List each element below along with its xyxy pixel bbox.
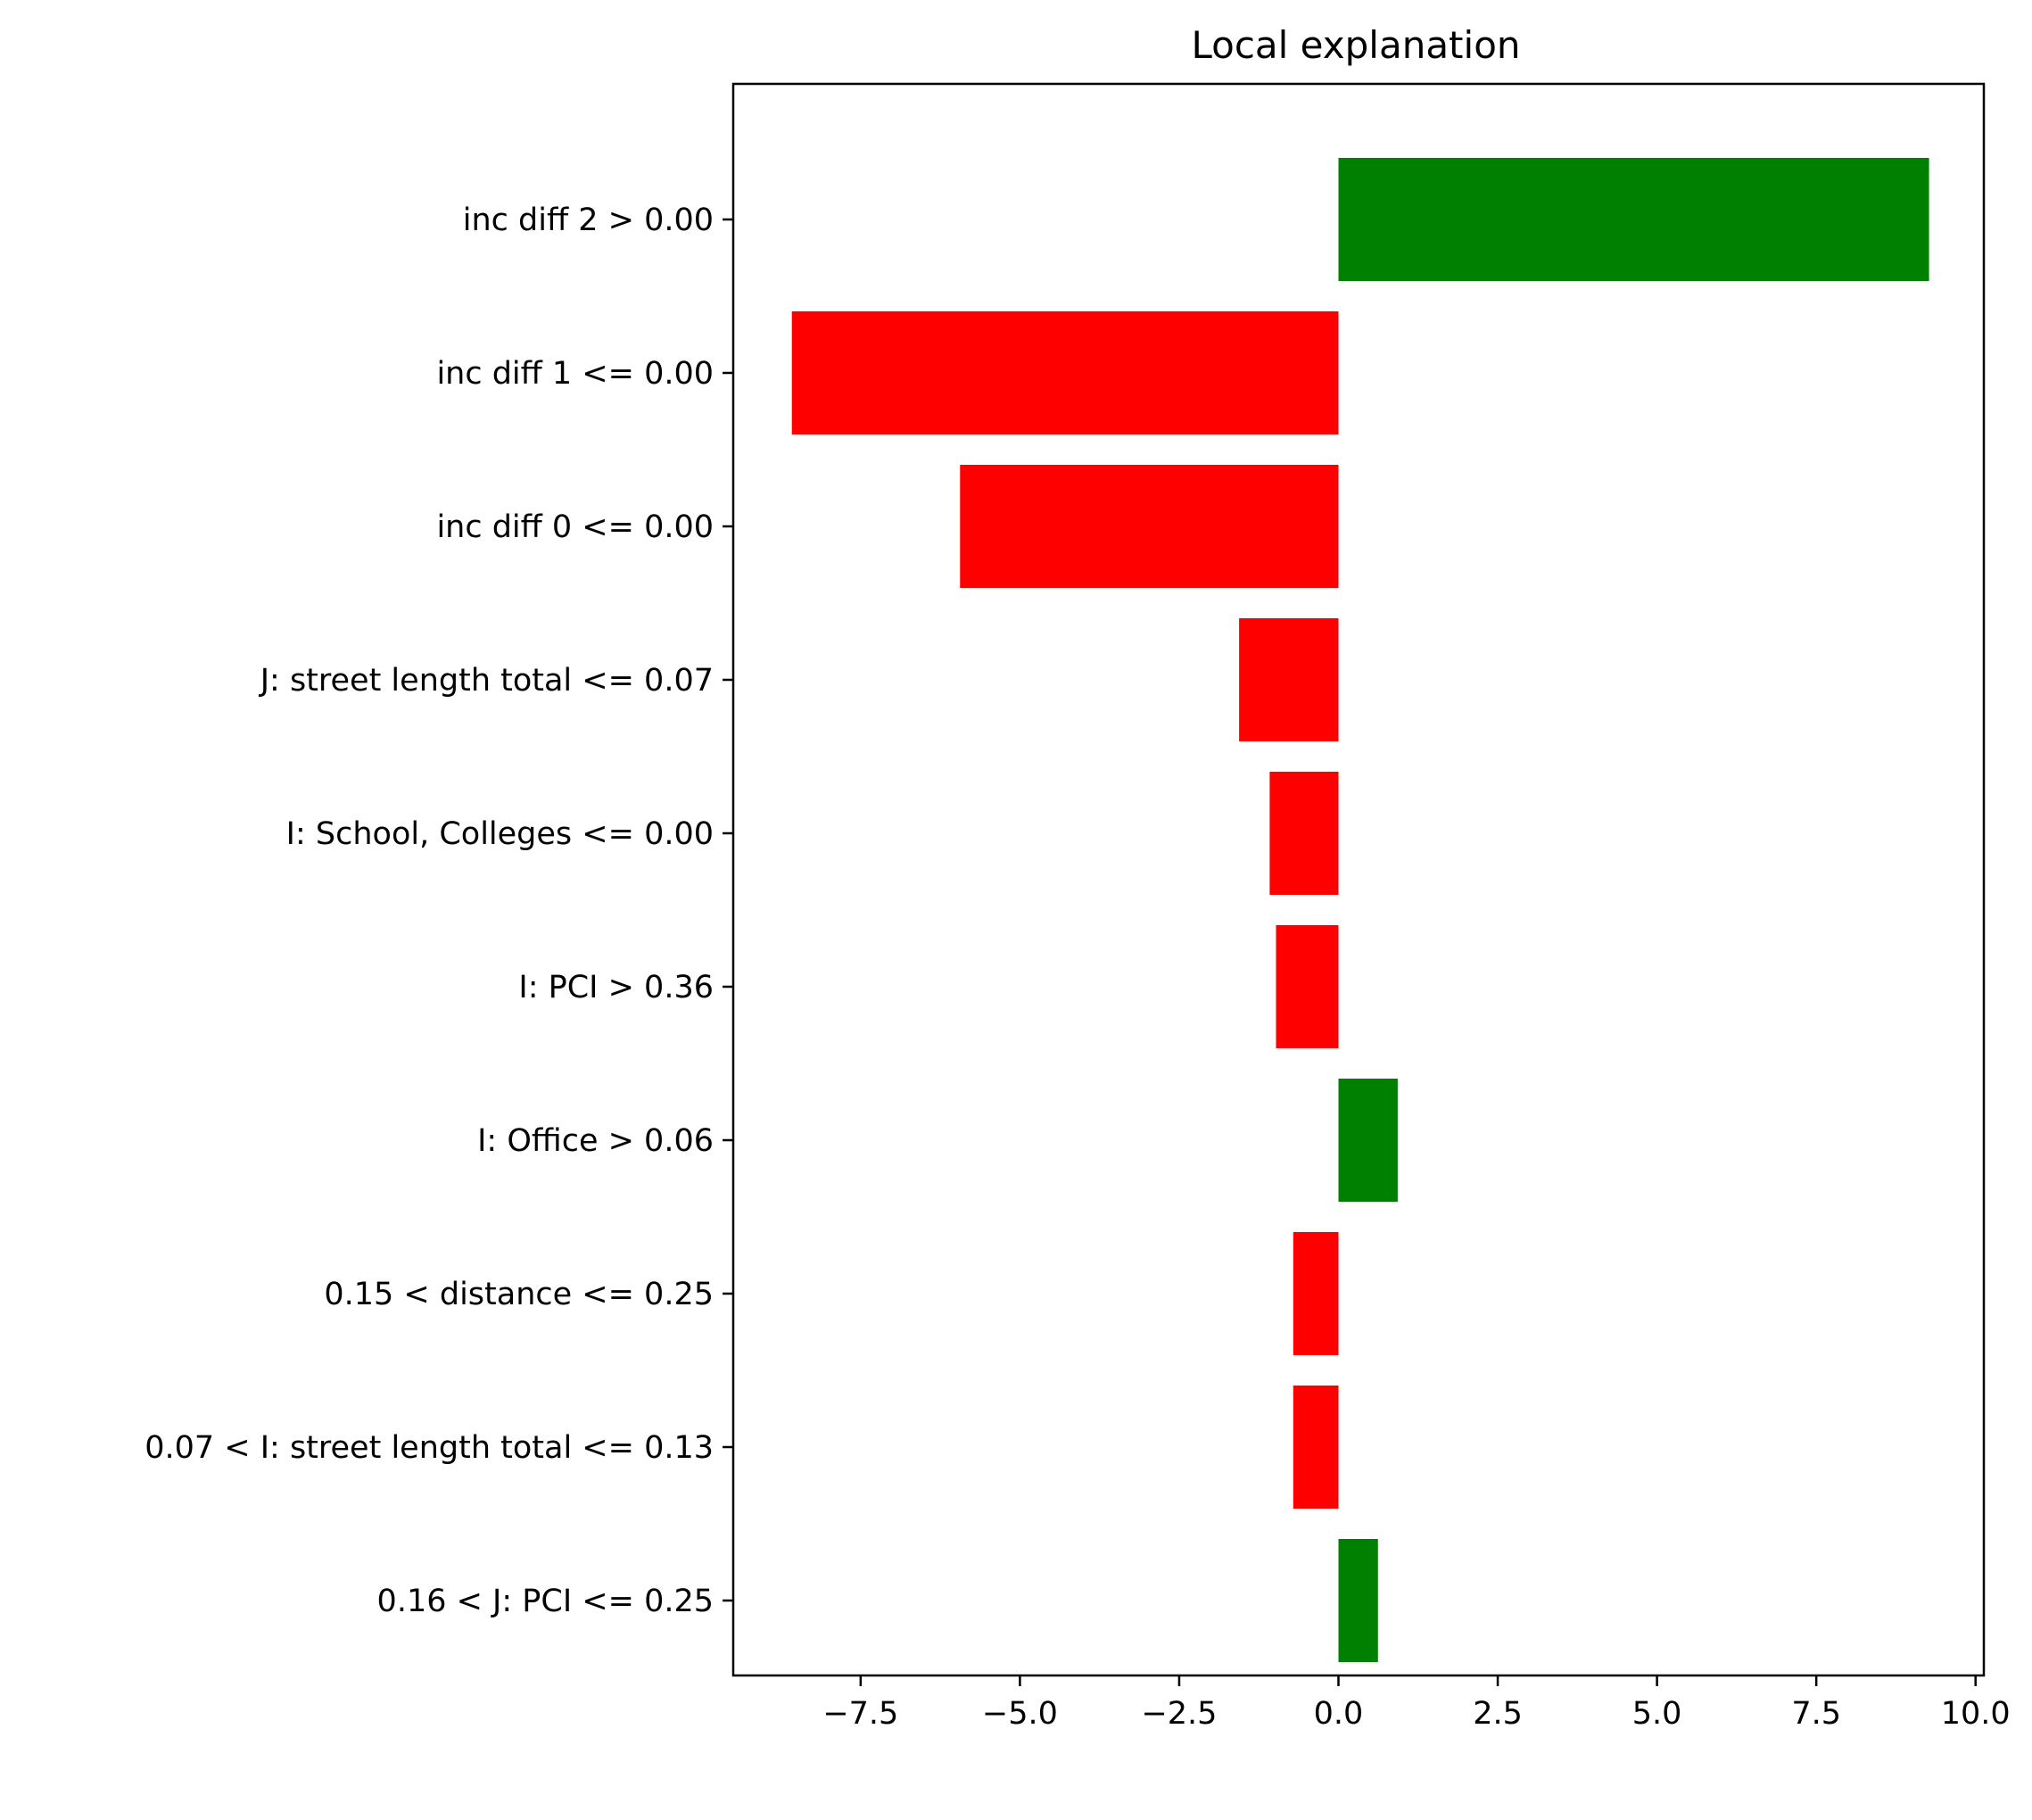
x-tick-label-1: −5.0 xyxy=(982,1696,1058,1732)
x-tick-label-4: 2.5 xyxy=(1473,1696,1523,1732)
y-tick-labels: inc diff 2 > 0.00 inc diff 1 <= 0.00 inc d… xyxy=(145,203,733,1619)
x-tick-label-0: −7.5 xyxy=(822,1696,898,1732)
y-tick-label-7: 0.15 < distance <= 0.25 xyxy=(324,1277,714,1312)
plot-frame xyxy=(731,82,1986,1677)
bar-7 xyxy=(1293,1232,1339,1355)
bar-3 xyxy=(1239,618,1339,741)
chart-title: Local explanation xyxy=(1191,23,1520,67)
bar-0 xyxy=(1338,158,1929,281)
bar-9 xyxy=(1338,1539,1378,1662)
y-tick-label-8: 0.07 < I: street length total <= 0.13 xyxy=(145,1430,714,1466)
y-tick-label-2: inc diff 0 <= 0.00 xyxy=(436,509,714,545)
bar-5 xyxy=(1276,925,1339,1048)
x-tick-label-3: 0.0 xyxy=(1314,1696,1364,1732)
bar-2 xyxy=(960,465,1339,588)
y-tick-label-5: I: PCI > 0.36 xyxy=(518,970,714,1005)
y-tick-label-9: 0.16 < J: PCI <= 0.25 xyxy=(377,1584,714,1619)
x-tick-label-7: 10.0 xyxy=(1941,1696,2011,1732)
x-tick-label-2: −2.5 xyxy=(1141,1696,1217,1732)
bar-8 xyxy=(1293,1386,1339,1509)
y-tick-label-3: J: street length total <= 0.07 xyxy=(259,663,714,699)
x-tick-label-6: 7.5 xyxy=(1791,1696,1841,1732)
bar-1 xyxy=(791,311,1339,434)
y-tick-label-0: inc diff 2 > 0.00 xyxy=(463,203,714,238)
y-tick-label-4: I: School, Colleges <= 0.00 xyxy=(286,816,714,852)
y-tick-label-1: inc diff 1 <= 0.00 xyxy=(436,356,714,392)
bars-group xyxy=(791,158,1929,1662)
x-tick-label-5: 5.0 xyxy=(1632,1696,1682,1732)
x-ticks: −7.5 −5.0 −2.5 0.0 2.5 5.0 7.5 10.0 xyxy=(822,1675,2011,1732)
bar-6 xyxy=(1338,1079,1398,1202)
bar-4 xyxy=(1269,772,1339,895)
y-tick-label-6: I: Office > 0.06 xyxy=(477,1123,714,1159)
